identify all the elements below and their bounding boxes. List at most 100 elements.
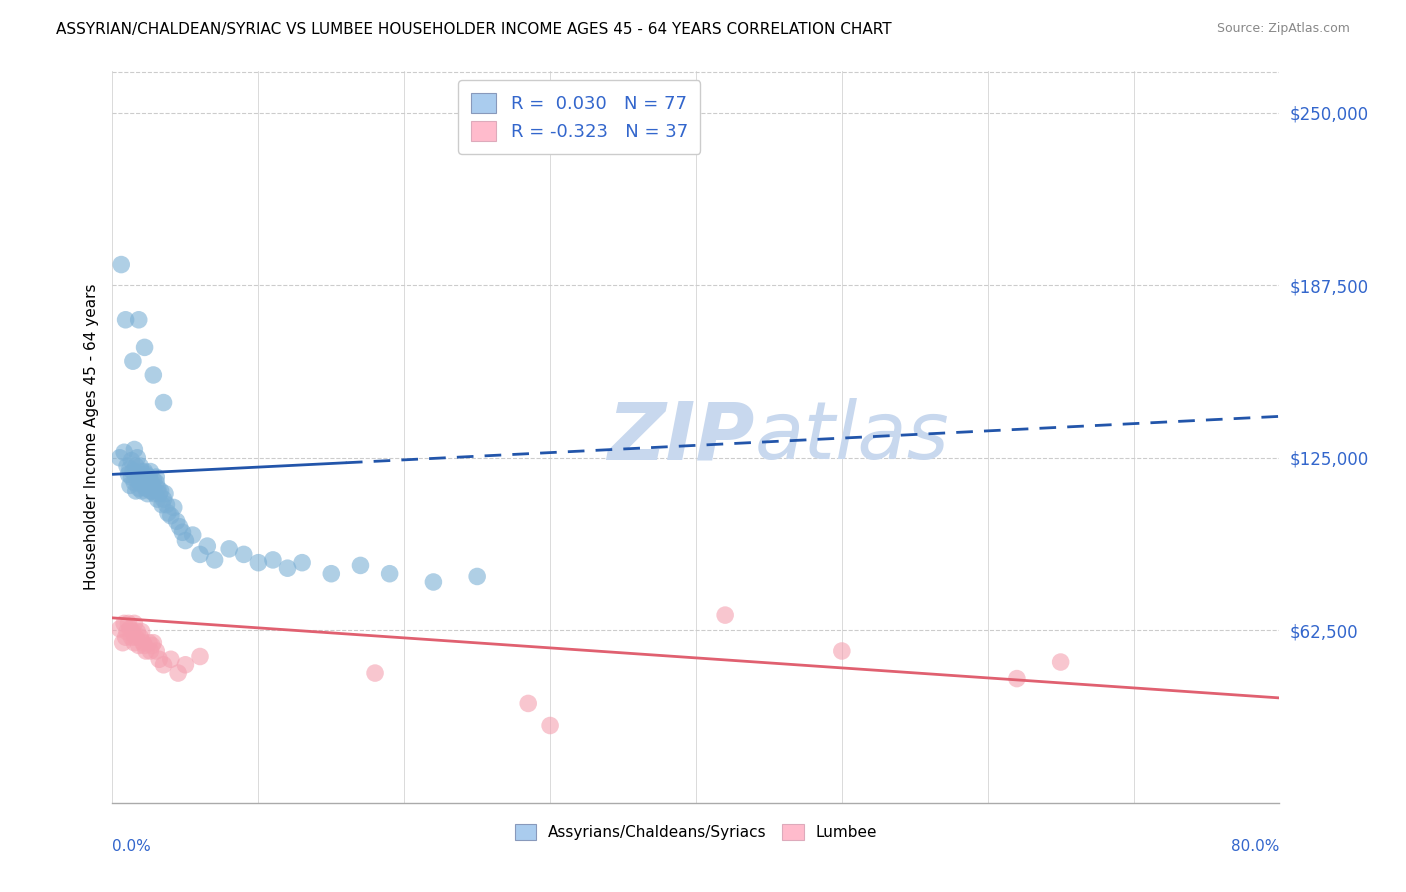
Point <box>139 483 162 498</box>
Point <box>124 475 146 490</box>
Point <box>160 508 183 523</box>
Point <box>517 697 540 711</box>
Point <box>160 652 183 666</box>
Point <box>152 657 174 672</box>
Point <box>117 616 139 631</box>
Point <box>124 636 146 650</box>
Point <box>141 639 163 653</box>
Point <box>142 473 165 487</box>
Point <box>131 465 153 479</box>
Point <box>118 622 141 636</box>
Point <box>152 492 174 507</box>
Point <box>120 470 142 484</box>
Point <box>465 569 488 583</box>
Point <box>135 467 157 482</box>
Point <box>108 450 131 465</box>
Point <box>135 481 157 495</box>
Point <box>188 548 211 562</box>
Point <box>174 657 197 672</box>
Point <box>152 395 174 409</box>
Point <box>132 636 155 650</box>
Point <box>125 458 148 473</box>
Point <box>129 475 152 490</box>
Point <box>129 630 152 644</box>
Point <box>136 486 159 500</box>
Point <box>150 498 173 512</box>
Point <box>108 622 131 636</box>
Legend: Assyrians/Chaldeans/Syriacs, Lumbee: Assyrians/Chaldeans/Syriacs, Lumbee <box>509 817 883 847</box>
Text: 0.0%: 0.0% <box>112 839 152 855</box>
Point <box>142 368 165 382</box>
Point <box>115 624 138 639</box>
Point <box>127 624 149 639</box>
Point <box>247 556 270 570</box>
Point <box>149 483 172 498</box>
Point <box>132 470 155 484</box>
Point <box>218 541 240 556</box>
Point <box>111 636 134 650</box>
Point <box>134 639 156 653</box>
Point <box>120 630 142 644</box>
Point <box>321 566 343 581</box>
Text: atlas: atlas <box>755 398 949 476</box>
Point <box>146 481 169 495</box>
Point <box>142 636 165 650</box>
Point <box>131 624 153 639</box>
Point <box>145 470 167 484</box>
Point <box>174 533 197 548</box>
Point <box>136 473 159 487</box>
Point <box>291 556 314 570</box>
Point <box>139 465 162 479</box>
Point <box>155 498 177 512</box>
Point <box>156 506 179 520</box>
Point <box>276 561 298 575</box>
Point <box>122 624 145 639</box>
Point <box>831 644 853 658</box>
Text: 80.0%: 80.0% <box>1232 839 1279 855</box>
Text: Source: ZipAtlas.com: Source: ZipAtlas.com <box>1216 22 1350 36</box>
Text: ZIP: ZIP <box>607 398 755 476</box>
Point <box>262 553 284 567</box>
Point <box>127 450 149 465</box>
Point <box>714 608 737 623</box>
Point <box>128 467 150 482</box>
Point <box>349 558 371 573</box>
Point <box>364 666 387 681</box>
Point <box>118 478 141 492</box>
Point <box>125 630 148 644</box>
Point <box>138 478 160 492</box>
Point <box>1005 672 1028 686</box>
Point <box>141 483 163 498</box>
Point <box>138 636 160 650</box>
Point <box>124 442 146 457</box>
Point <box>142 481 165 495</box>
Point <box>122 465 145 479</box>
Point <box>172 525 194 540</box>
Point <box>134 475 156 490</box>
Point <box>110 258 132 272</box>
Point <box>188 649 211 664</box>
Point <box>128 639 150 653</box>
Point <box>135 644 157 658</box>
Point <box>127 473 149 487</box>
Point <box>145 644 167 658</box>
Point <box>1049 655 1071 669</box>
Point <box>124 616 146 631</box>
Point <box>128 312 150 326</box>
Point <box>169 520 191 534</box>
Point <box>181 528 204 542</box>
Point <box>141 475 163 490</box>
Point <box>117 467 139 482</box>
Text: ASSYRIAN/CHALDEAN/SYRIAC VS LUMBEE HOUSEHOLDER INCOME AGES 45 - 64 YEARS CORRELA: ASSYRIAN/CHALDEAN/SYRIAC VS LUMBEE HOUSE… <box>56 22 891 37</box>
Point <box>143 486 166 500</box>
Point <box>131 483 153 498</box>
Point <box>129 458 152 473</box>
Point <box>134 465 156 479</box>
Point <box>139 644 162 658</box>
Point <box>120 453 142 467</box>
Point <box>146 492 169 507</box>
Point <box>163 500 186 515</box>
Point <box>153 486 176 500</box>
Point <box>132 478 155 492</box>
Point <box>128 481 150 495</box>
